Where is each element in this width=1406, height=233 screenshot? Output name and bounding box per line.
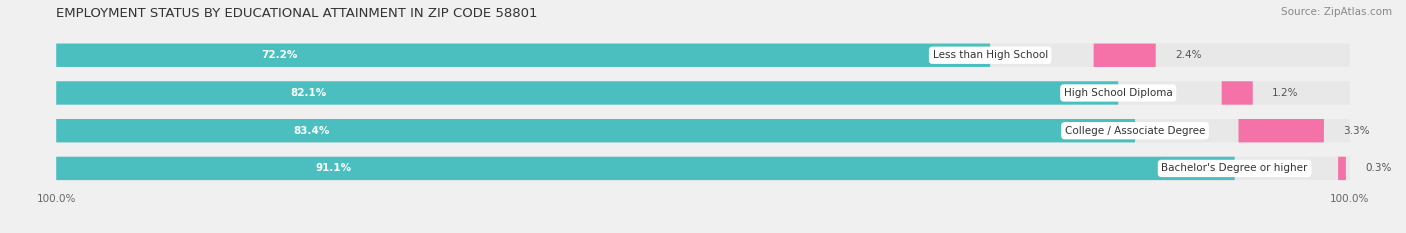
FancyBboxPatch shape [56, 44, 1350, 67]
FancyBboxPatch shape [56, 81, 1350, 105]
FancyBboxPatch shape [56, 157, 1234, 180]
FancyBboxPatch shape [56, 81, 1118, 105]
FancyBboxPatch shape [56, 44, 990, 67]
Text: 72.2%: 72.2% [262, 50, 298, 60]
FancyBboxPatch shape [56, 119, 1135, 142]
Text: EMPLOYMENT STATUS BY EDUCATIONAL ATTAINMENT IN ZIP CODE 58801: EMPLOYMENT STATUS BY EDUCATIONAL ATTAINM… [56, 7, 537, 20]
Text: 91.1%: 91.1% [315, 163, 352, 173]
FancyBboxPatch shape [1222, 81, 1253, 105]
Text: High School Diploma: High School Diploma [1064, 88, 1173, 98]
Text: College / Associate Degree: College / Associate Degree [1064, 126, 1205, 136]
FancyBboxPatch shape [56, 119, 1350, 142]
FancyBboxPatch shape [1094, 44, 1156, 67]
Text: 2.4%: 2.4% [1175, 50, 1202, 60]
Text: 82.1%: 82.1% [290, 88, 326, 98]
Text: Bachelor's Degree or higher: Bachelor's Degree or higher [1161, 163, 1308, 173]
FancyBboxPatch shape [1339, 157, 1346, 180]
Text: 0.3%: 0.3% [1365, 163, 1392, 173]
Text: 83.4%: 83.4% [294, 126, 330, 136]
FancyBboxPatch shape [1239, 119, 1324, 142]
Text: 1.2%: 1.2% [1272, 88, 1299, 98]
FancyBboxPatch shape [56, 157, 1350, 180]
Text: Source: ZipAtlas.com: Source: ZipAtlas.com [1281, 7, 1392, 17]
Text: Less than High School: Less than High School [932, 50, 1047, 60]
Text: 3.3%: 3.3% [1343, 126, 1369, 136]
